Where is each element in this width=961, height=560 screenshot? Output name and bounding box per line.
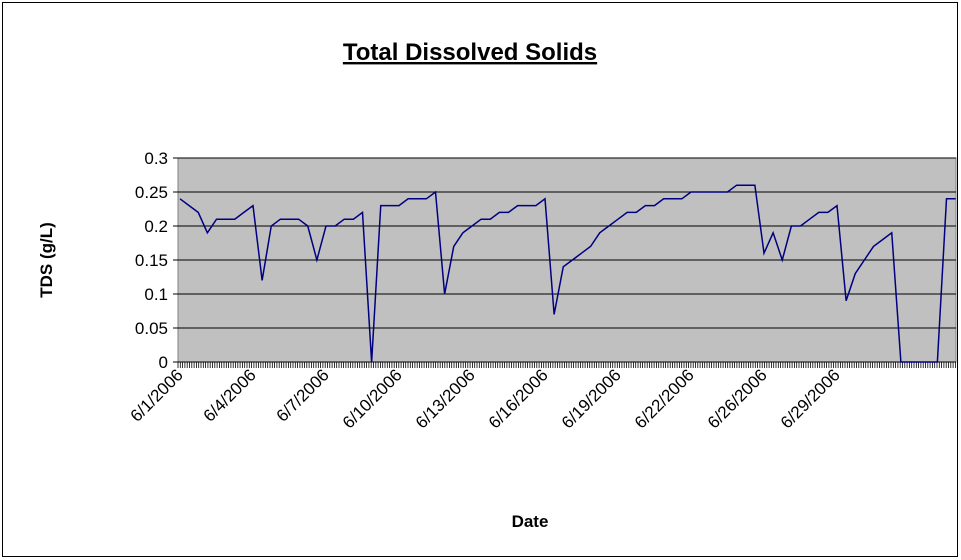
y-tick-label: 0.25 — [135, 183, 168, 202]
y-tick-label: 0.2 — [144, 217, 168, 236]
y-tick-label: 0.1 — [144, 285, 168, 304]
y-tick-label: 0.05 — [135, 319, 168, 338]
chart-title: Total Dissolved Solids — [343, 39, 597, 66]
x-axis-label: Date — [512, 512, 549, 531]
y-tick-label: 0.3 — [144, 149, 168, 168]
y-tick-label: 0.15 — [135, 251, 168, 270]
y-axis-label: TDS (g/L) — [37, 222, 56, 298]
data-line — [179, 184, 956, 363]
y-tick-label: 0 — [159, 353, 168, 372]
